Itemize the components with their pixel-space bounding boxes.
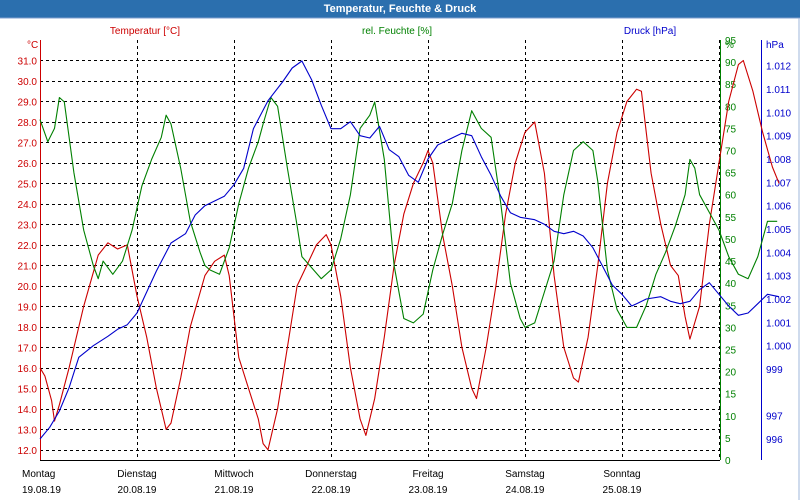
x-day-label: Montag bbox=[22, 469, 55, 480]
x-day-label: Dienstag bbox=[117, 469, 156, 480]
temperature-tick-label: 16.0 bbox=[18, 364, 38, 375]
humidity-tick-label: 0 bbox=[725, 456, 731, 467]
temperature-tick-label: 27.0 bbox=[18, 138, 38, 149]
pressure-tick-label: 1.006 bbox=[766, 202, 791, 213]
temperature-tick-label: 24.0 bbox=[18, 200, 38, 211]
humidity-tick-label: 55 bbox=[725, 213, 737, 224]
x-day-label: Freitag bbox=[412, 469, 443, 480]
temperature-tick-label: 20.0 bbox=[18, 282, 38, 293]
pressure-tick-label: 1.011 bbox=[766, 85, 791, 96]
legend-temperature: Temperatur [°C] bbox=[110, 26, 180, 37]
pressure-tick-label: 1.005 bbox=[766, 225, 791, 236]
temperature-tick-label: 29.0 bbox=[18, 97, 38, 108]
humidity-tick-label: 50 bbox=[725, 235, 737, 246]
temperature-tick-label: 25.0 bbox=[18, 179, 38, 190]
pressure-tick-label: 1.010 bbox=[766, 108, 791, 119]
x-day-label: Samstag bbox=[505, 469, 544, 480]
humidity-tick-label: 15 bbox=[725, 390, 737, 401]
temperature-tick-label: 31.0 bbox=[18, 56, 38, 67]
humidity-tick-label: 40 bbox=[725, 279, 737, 290]
pressure-tick-label: 999 bbox=[766, 365, 783, 376]
x-day-label: Mittwoch bbox=[214, 469, 253, 480]
temperature-tick-label: 22.0 bbox=[18, 241, 38, 252]
humidity-tick-label: 95 bbox=[725, 36, 737, 47]
series-lines bbox=[39, 59, 780, 451]
temperature-tick-label: 13.0 bbox=[18, 425, 38, 436]
humidity-tick-label: 65 bbox=[725, 169, 737, 180]
x-date-label: 22.08.19 bbox=[312, 485, 351, 496]
pressure-tick-label: 1.001 bbox=[766, 318, 791, 329]
humidity-tick-label: 90 bbox=[725, 58, 737, 69]
humidity-tick-label: 45 bbox=[725, 257, 737, 268]
x-date-label: 25.08.19 bbox=[603, 485, 642, 496]
temperature-tick-label: 14.0 bbox=[18, 405, 38, 416]
humidity-tick-label: 75 bbox=[725, 124, 737, 135]
temperature-unit-label: °C bbox=[27, 40, 38, 51]
humidity-tick-label: 25 bbox=[725, 345, 737, 356]
pressure-tick-label: 1.012 bbox=[766, 62, 791, 73]
humidity-tick-label: 10 bbox=[725, 412, 737, 423]
tick-labels: 12.0 13.0 14.0 15.0 16.0 17.0 18.0 19.0 20.0 21.0… bbox=[18, 36, 792, 467]
axes bbox=[40, 40, 762, 461]
temperature-tick-label: 12.0 bbox=[18, 446, 38, 457]
humidity-unit-label: % bbox=[725, 40, 734, 51]
temperature-tick-label: 28.0 bbox=[18, 118, 38, 129]
temperature-tick-label: 30.0 bbox=[18, 77, 38, 88]
x-axis-labels: Montag 19.08.19 Dienstag 20.08.19 Mittwoch 21… bbox=[22, 469, 642, 496]
series-humidity bbox=[39, 96, 778, 328]
pressure-tick-label: 1.000 bbox=[766, 342, 791, 353]
window-title: Temperatur, Feuchte & Druck bbox=[0, 0, 800, 18]
x-day-label: Sonntag bbox=[603, 469, 640, 480]
temperature-tick-label: 17.0 bbox=[18, 343, 38, 354]
series-pressure bbox=[39, 60, 780, 440]
grid bbox=[40, 40, 720, 460]
x-day-label: Donnerstag bbox=[305, 469, 357, 480]
legend-humidity: rel. Feuchte [%] bbox=[362, 26, 432, 37]
humidity-tick-label: 85 bbox=[725, 80, 737, 91]
humidity-tick-label: 20 bbox=[725, 368, 737, 379]
temperature-tick-label: 23.0 bbox=[18, 220, 38, 231]
x-date-label: 19.08.19 bbox=[22, 485, 61, 496]
x-date-label: 23.08.19 bbox=[409, 485, 448, 496]
humidity-tick-label: 70 bbox=[725, 147, 737, 158]
humidity-tick-label: 35 bbox=[725, 301, 737, 312]
humidity-tick-label: 80 bbox=[725, 102, 737, 113]
pressure-tick-label: 996 bbox=[766, 435, 783, 446]
legend: Temperatur [°C] rel. Feuchte [%] Druck [hP… bbox=[110, 26, 676, 37]
pressure-tick-label: 1.002 bbox=[766, 295, 791, 306]
legend-pressure: Druck [hPa] bbox=[624, 26, 676, 37]
temperature-tick-label: 15.0 bbox=[18, 384, 38, 395]
humidity-tick-label: 60 bbox=[725, 191, 737, 202]
temperature-tick-label: 19.0 bbox=[18, 302, 38, 313]
series-temperature bbox=[39, 59, 780, 451]
pressure-tick-label: 997 bbox=[766, 412, 783, 423]
pressure-tick-label: 1.008 bbox=[766, 155, 791, 166]
temperature-tick-label: 18.0 bbox=[18, 323, 38, 334]
pressure-unit-label: hPa bbox=[766, 40, 784, 51]
x-date-label: 20.08.19 bbox=[118, 485, 157, 496]
temperature-tick-label: 21.0 bbox=[18, 261, 38, 272]
humidity-tick-label: 30 bbox=[725, 323, 737, 334]
humidity-tick-label: 5 bbox=[725, 434, 731, 445]
pressure-tick-label: 1.007 bbox=[766, 178, 791, 189]
pressure-tick-label: 1.009 bbox=[766, 132, 791, 143]
x-date-label: 21.08.19 bbox=[215, 485, 254, 496]
x-date-label: 24.08.19 bbox=[506, 485, 545, 496]
temperature-tick-label: 26.0 bbox=[18, 159, 38, 170]
pressure-tick-label: 1.003 bbox=[766, 272, 791, 283]
pressure-tick-label: 1.004 bbox=[766, 248, 791, 259]
